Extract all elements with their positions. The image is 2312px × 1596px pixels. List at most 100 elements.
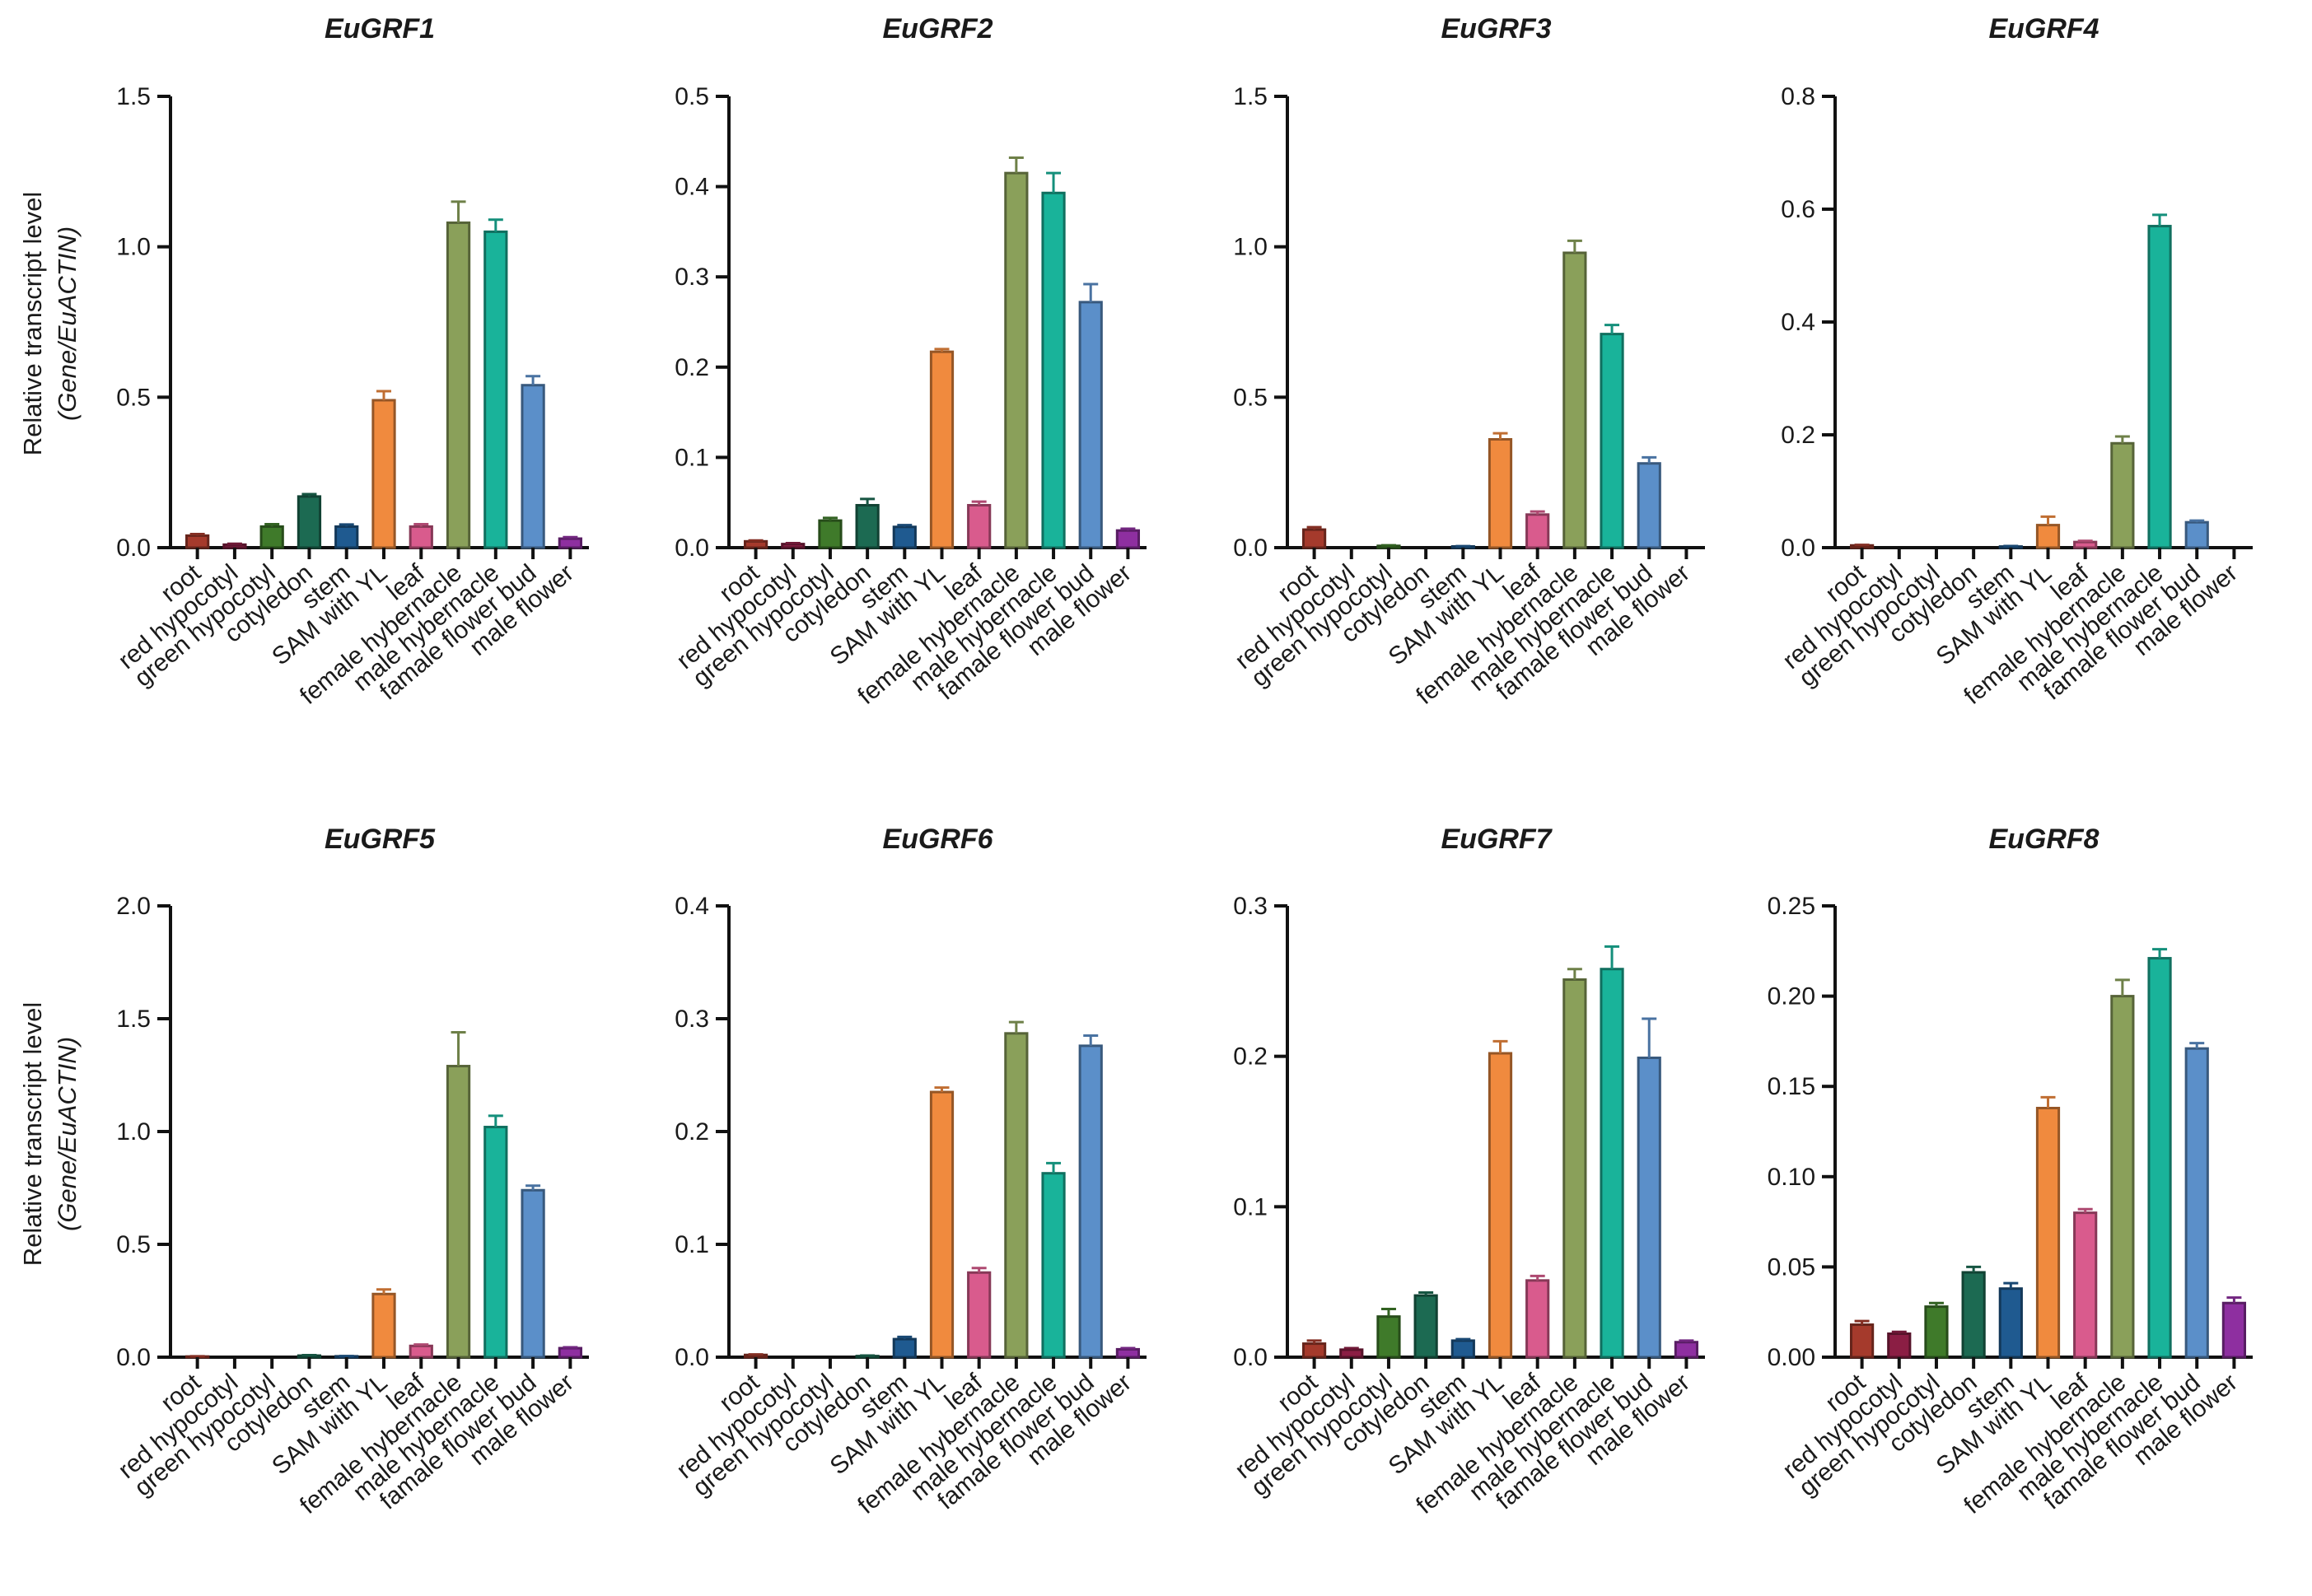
bar: [892, 525, 917, 549]
bar: [1562, 251, 1587, 549]
y-tick-label: 0.2: [1233, 1043, 1268, 1071]
y-tick-label: 0.5: [116, 1231, 151, 1258]
bar: [2035, 1107, 2061, 1359]
bar: [1488, 437, 1513, 549]
bar: [371, 399, 396, 549]
bar: [409, 1344, 433, 1359]
bar: [1849, 1323, 1875, 1359]
y-tick-label: 0.4: [1781, 309, 1815, 336]
bar: [334, 525, 359, 549]
bar: [297, 495, 322, 549]
bar: [1637, 462, 1661, 549]
bar: [2184, 520, 2209, 549]
bar: [1450, 1339, 1475, 1359]
bar: [1078, 301, 1103, 549]
y-tick-label: 2.0: [116, 893, 151, 920]
bar: [2035, 524, 2061, 549]
bar: [521, 384, 545, 549]
bar: [1301, 1342, 1327, 1359]
y-tick-label: 0.0: [1781, 534, 1815, 562]
bar: [1041, 191, 1066, 549]
bar: [483, 230, 508, 549]
y-tick-label: 0.0: [675, 1344, 709, 1371]
bar: [2073, 1211, 2098, 1359]
bar: [1115, 1347, 1141, 1359]
bar: [892, 1337, 917, 1359]
bar: [2073, 540, 2098, 549]
bar: [371, 1292, 396, 1359]
y-tick-label: 0.4: [675, 893, 709, 920]
ylabel-line2-row2: (Gene/EuACTIN): [53, 1037, 82, 1231]
bar: [1525, 513, 1550, 549]
y-tick-label: 1.5: [1233, 83, 1268, 110]
bar: [185, 534, 210, 549]
y-tick-label: 0.2: [675, 1118, 709, 1146]
y-tick-label: 1.0: [116, 1118, 151, 1146]
bar: [1041, 1172, 1066, 1359]
bar: [259, 525, 284, 549]
y-tick-label: 0.0: [675, 534, 709, 562]
bar: [558, 537, 582, 549]
y-tick-label: 0.05: [1768, 1253, 1815, 1281]
bar: [1674, 1341, 1699, 1359]
y-tick-label: 0.1: [1233, 1193, 1268, 1220]
y-tick-label: 0.2: [675, 354, 709, 381]
y-tick-label: 0.4: [675, 174, 709, 201]
y-tick-label: 0.10: [1768, 1164, 1815, 1191]
bar: [781, 543, 806, 549]
ylabel-line1-row2: Relative transcript level: [18, 1002, 47, 1266]
bar: [818, 519, 843, 549]
bar: [967, 1271, 992, 1359]
bar: [1078, 1044, 1103, 1359]
chart-title: EuGRF3: [1441, 13, 1551, 44]
bar: [1961, 1271, 1986, 1359]
bar: [1887, 1332, 1912, 1359]
bar: [1004, 171, 1029, 549]
y-tick-label: 0.15: [1768, 1073, 1815, 1100]
bar: [1998, 1287, 2023, 1359]
y-tick-label: 0.0: [116, 1344, 151, 1371]
bar: [967, 503, 992, 549]
chart-title: EuGRF1: [325, 13, 435, 44]
bar: [2110, 995, 2135, 1359]
y-tick-label: 0.20: [1768, 983, 1815, 1010]
ylabel-line2-row1: (Gene/EuACTIN): [53, 226, 82, 421]
chart-title: EuGRF6: [882, 824, 993, 855]
ylabel-line1-row1: Relative transcript level: [18, 192, 47, 455]
bar: [483, 1126, 508, 1359]
bar: [2147, 225, 2172, 549]
bar: [1488, 1052, 1513, 1359]
y-tick-label: 0.0: [1233, 534, 1268, 562]
y-tick-label: 0.0: [116, 534, 151, 562]
chart-title: EuGRF4: [1988, 13, 2099, 44]
chart-title: EuGRF8: [1988, 824, 2099, 855]
bar: [1525, 1279, 1550, 1359]
y-tick-label: 0.25: [1768, 893, 1815, 920]
bar: [521, 1188, 545, 1359]
bar: [1301, 528, 1327, 549]
y-tick-label: 0.0: [1233, 1344, 1268, 1371]
y-tick-label: 0.6: [1781, 196, 1815, 223]
y-tick-label: 1.5: [116, 1006, 151, 1033]
chart-title: EuGRF5: [325, 824, 436, 855]
y-tick-label: 1.0: [116, 234, 151, 261]
bar: [2147, 957, 2172, 1359]
bar: [929, 1090, 955, 1359]
bar: [1413, 1294, 1438, 1359]
bar: [1562, 978, 1587, 1359]
bar: [743, 539, 768, 549]
bar: [1004, 1032, 1029, 1359]
y-tick-label: 0.00: [1768, 1344, 1815, 1371]
y-tick-label: 0.5: [1233, 384, 1268, 411]
y-tick-label: 1.0: [1233, 234, 1268, 261]
y-tick-label: 0.5: [675, 83, 709, 110]
chart-title: EuGRF7: [1441, 824, 1553, 855]
